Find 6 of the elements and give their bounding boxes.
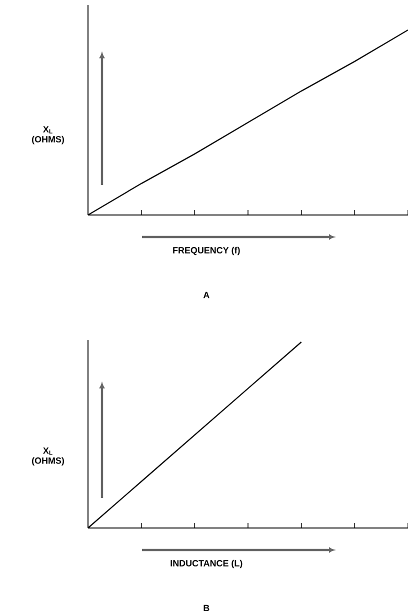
- x-axis-title: FREQUENCY (f): [173, 246, 240, 256]
- y-axis-title: X$_{L}$ (OHMS): [32, 448, 64, 466]
- x-axis-title: INDUCTANCE (L): [170, 560, 242, 568]
- y-axis-title: X$_{L}$ (OHMS): [32, 126, 64, 144]
- text: B: [204, 604, 210, 611]
- text: A: [203, 292, 210, 298]
